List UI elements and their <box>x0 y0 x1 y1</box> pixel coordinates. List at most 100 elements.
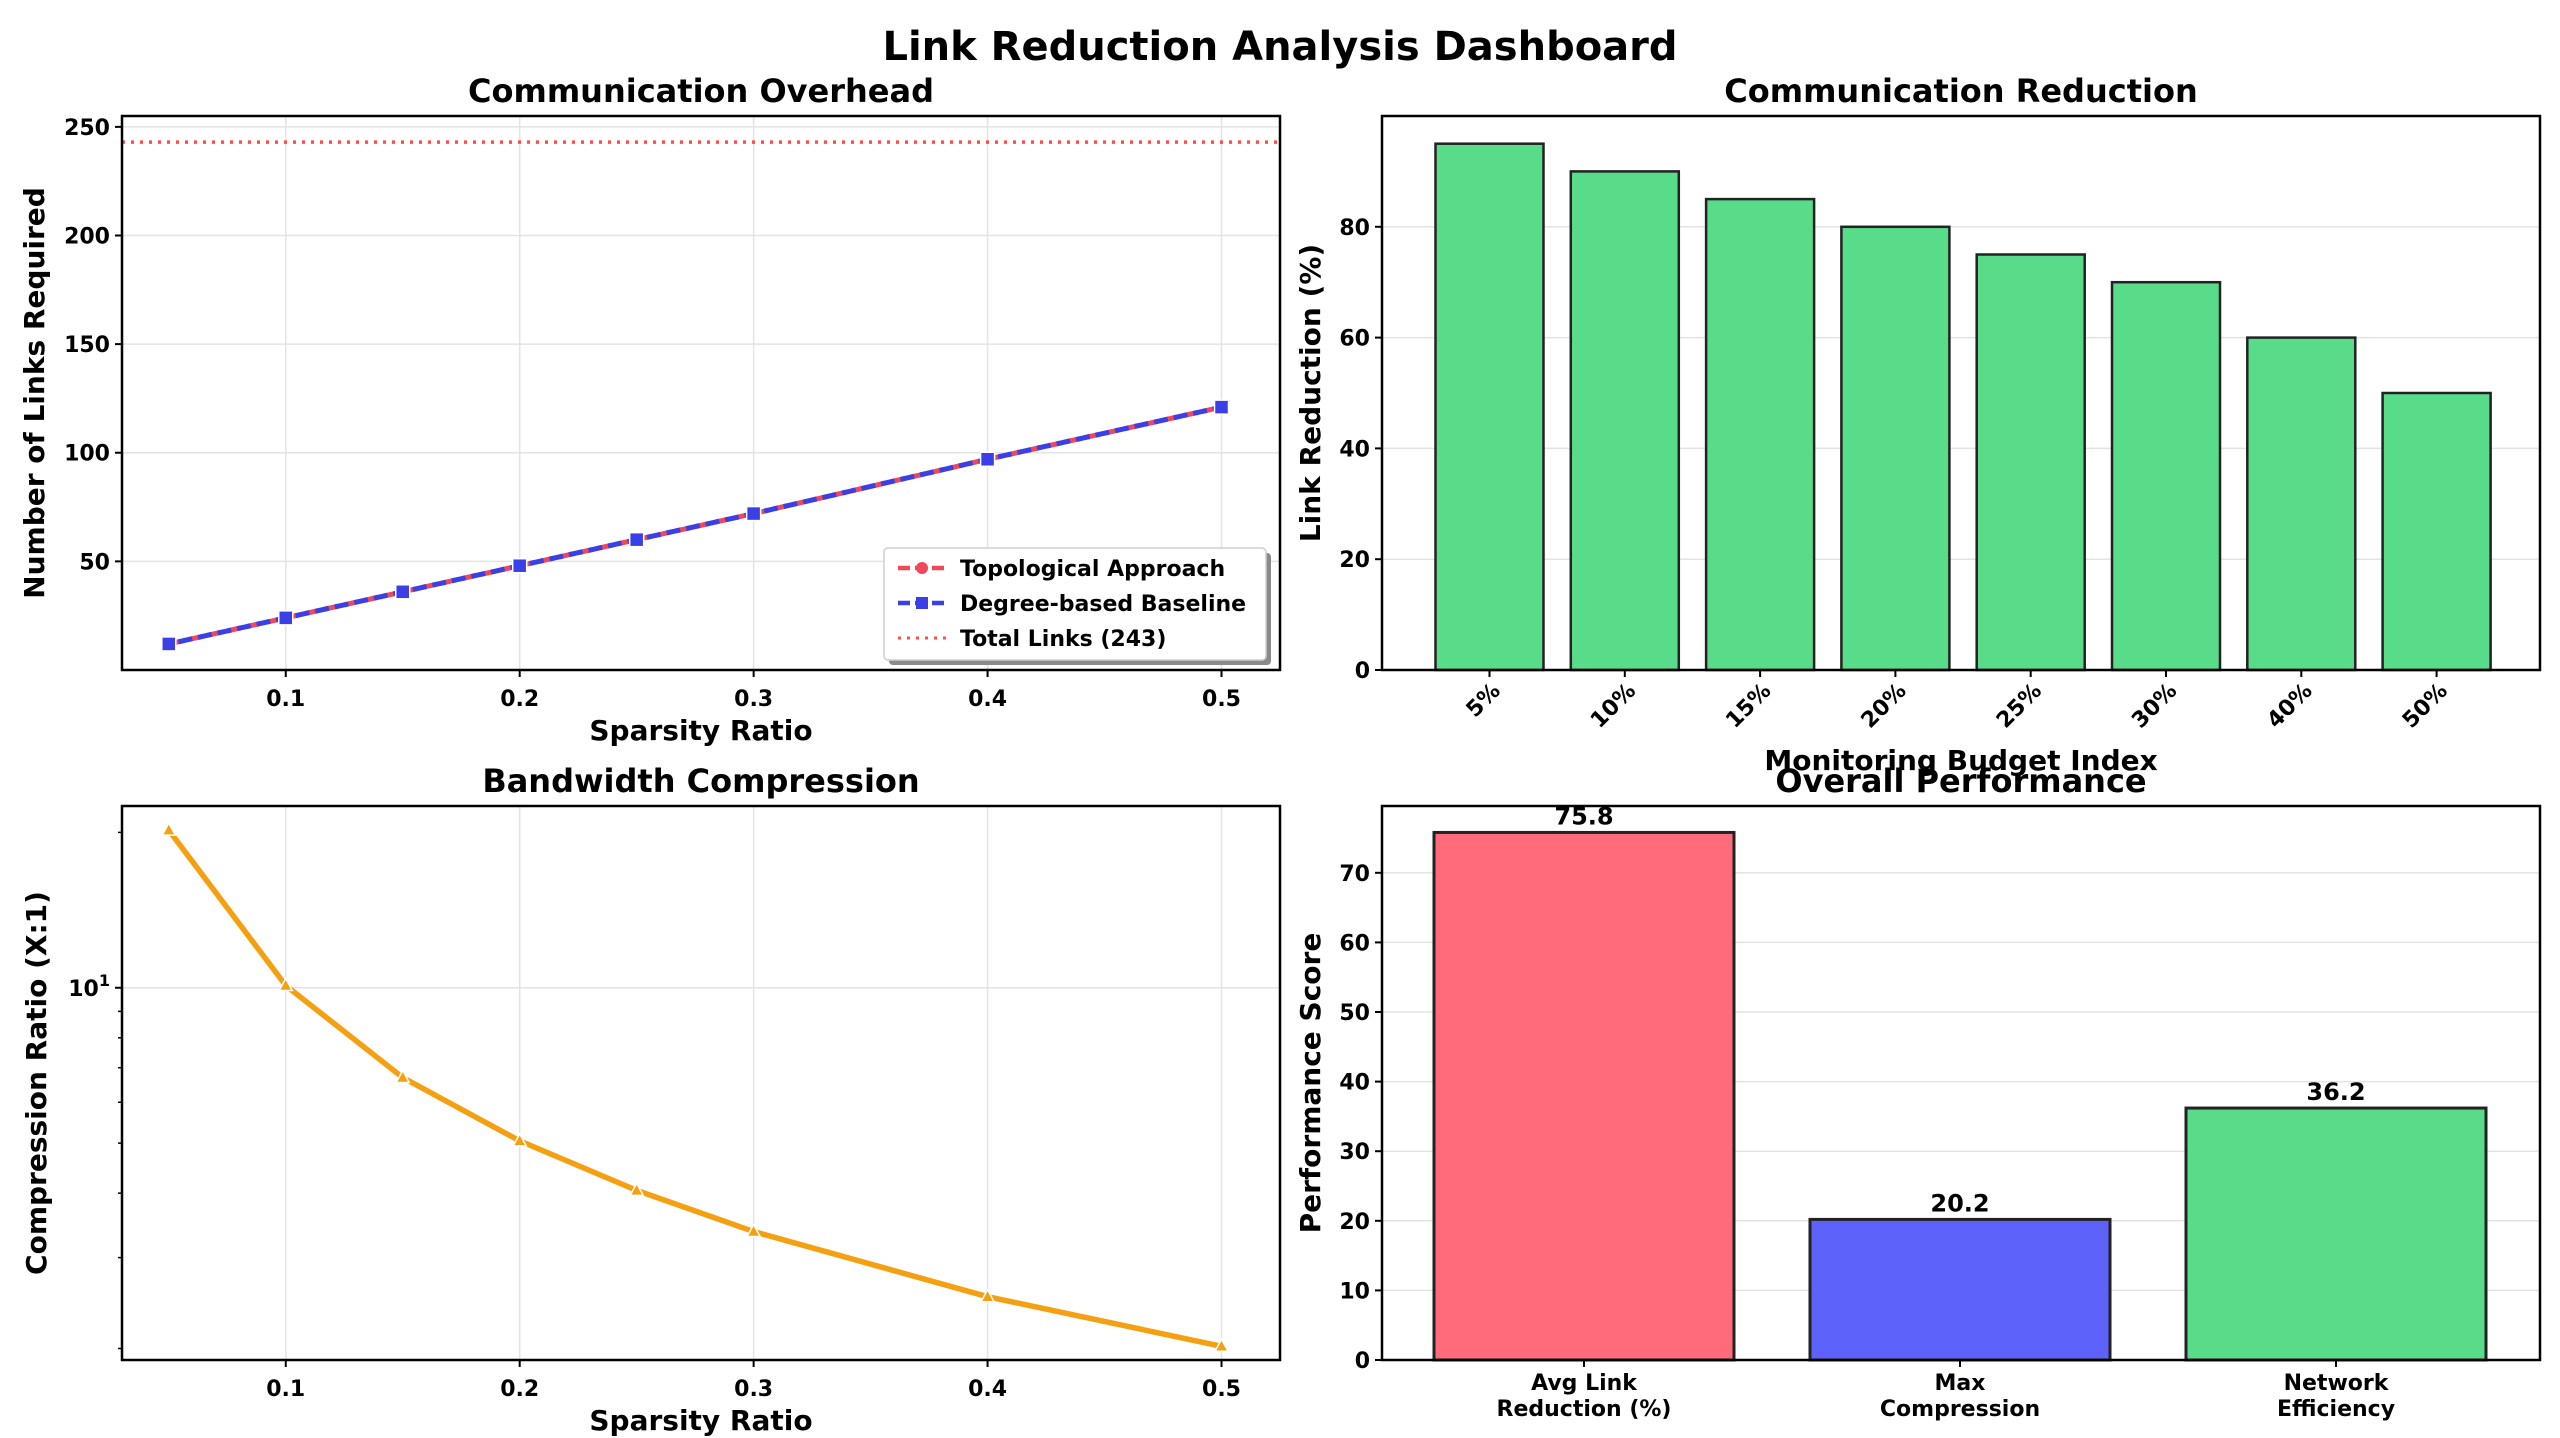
x-tick-label: 0.1 <box>266 1377 305 1402</box>
y-tick-label: 60 <box>1339 931 1370 956</box>
y-tick-label: 0 <box>1355 1349 1370 1374</box>
series-line-degree-baseline <box>168 404 1223 647</box>
bar-5pct <box>1434 142 1545 672</box>
chart-bandwidth-compression: 0.1 0.2 0.3 0.4 0.5 101 Bandwidth Compression S… <box>20 762 1282 1437</box>
x-axis-label: Monitoring Budget Index <box>1764 744 2157 777</box>
x-tick-label: 5% <box>1462 679 1506 723</box>
legend-label: Topological Approach <box>960 557 1225 582</box>
data-point-degree-baseline <box>745 505 762 522</box>
y-tick-label: 60 <box>1339 327 1370 352</box>
bar-15pct <box>1704 197 1816 672</box>
x-tick-label: 25% <box>1992 679 2047 734</box>
bar-25pct <box>1975 253 2086 672</box>
data-point-degree-baseline <box>628 531 645 548</box>
chart-communication-overhead: 0.1 0.2 0.3 0.4 0.5 50 100 150 200 250 Communicati… <box>18 72 1282 747</box>
legend-label: Total Links (243) <box>960 627 1166 652</box>
x-tick-label: 50% <box>2398 679 2453 734</box>
y-tick-label: 100 <box>64 442 110 467</box>
legend-marker <box>916 562 928 574</box>
data-point-degree-baseline <box>511 557 528 574</box>
x-tick-label: 0.5 <box>1202 1377 1241 1402</box>
x-tick-label: 15% <box>1721 679 1776 734</box>
y-axis-label: Performance Score <box>1294 933 1327 1234</box>
legend-item-degree-baseline: Degree-based Baseline <box>898 592 1246 617</box>
dashboard-title: Link Reduction Analysis Dashboard <box>882 24 1677 70</box>
data-point-degree-baseline <box>278 610 294 626</box>
y-tick-label: 40 <box>1339 437 1370 462</box>
x-tick-label-line1: Network <box>2284 1371 2390 1396</box>
y-tick-label: 101 <box>68 971 110 1002</box>
bar-value-label: 20.2 <box>1930 1189 1989 1217</box>
chart-communication-reduction: 5% 10% 15% 20% 25% 30% 40% 50% 0 20 40 60 80 Communic… <box>1294 72 2542 777</box>
bar-20pct <box>1840 225 1951 672</box>
bar-avg-link <box>1432 830 1736 1362</box>
legend: Topological Approach Degree-based Baselin… <box>883 547 1271 665</box>
y-axis-label: Number of Links Required <box>18 187 51 599</box>
legend-item-total-links: Total Links (243) <box>898 627 1166 652</box>
bar-value-label: 36.2 <box>2306 1078 2365 1106</box>
y-axis-label: Compression Ratio (X:1) <box>20 891 53 1275</box>
data-point-compression <box>1213 1337 1230 1353</box>
legend-item-topological: Topological Approach <box>898 557 1225 582</box>
x-tick-label-line2: Efficiency <box>2277 1397 2395 1422</box>
data-point-compression <box>979 1288 996 1303</box>
chart-title: Communication Reduction <box>1724 72 2197 110</box>
y-tick-label: 250 <box>64 116 110 141</box>
x-tick-label: 10% <box>1586 679 1641 734</box>
legend-box <box>883 547 1267 661</box>
x-tick-label: 0.3 <box>734 1377 773 1402</box>
data-point-degree-baseline <box>394 584 411 600</box>
bar-max <box>1808 1217 2112 1362</box>
y-tick-label: 0 <box>1355 659 1370 684</box>
x-axis-label: Sparsity Ratio <box>589 714 812 747</box>
x-axis-label: Sparsity Ratio <box>589 1404 812 1437</box>
y-tick-label: 150 <box>64 333 110 358</box>
y-tick-label: 80 <box>1339 216 1370 241</box>
x-tick-label: 0.4 <box>968 1377 1007 1402</box>
x-tick-label-line2: Reduction (%) <box>1497 1397 1672 1422</box>
plot-frame <box>120 114 1282 672</box>
series-line-compression <box>166 828 1223 1349</box>
y-tick-label: 70 <box>1339 862 1370 887</box>
x-tick-label: 40% <box>2263 679 2318 734</box>
y-tick-label: 10 <box>1339 1279 1370 1304</box>
x-tick-label-line2: Compression <box>1880 1397 2040 1422</box>
plot-frame <box>1380 114 2542 672</box>
data-point-compression <box>511 1132 528 1147</box>
data-point-degree-baseline <box>161 636 177 652</box>
bar-40pct <box>2246 336 2357 672</box>
y-tick-label: 50 <box>1339 1001 1370 1026</box>
data-point-degree-baseline <box>979 451 996 468</box>
bar-30pct <box>2110 280 2222 672</box>
data-point-compression <box>745 1222 762 1238</box>
x-tick-label: 0.4 <box>968 687 1007 712</box>
data-point-compression <box>394 1068 411 1084</box>
x-tick-label-line1: Avg Link <box>1531 1371 1638 1396</box>
x-tick-label-line1: Max <box>1935 1371 1986 1396</box>
bar-network <box>2184 1106 2488 1362</box>
legend-label: Degree-based Baseline <box>960 592 1246 617</box>
x-tick-label: 20% <box>1857 679 1912 734</box>
plot-frame <box>120 804 1282 1362</box>
legend-marker <box>916 597 928 609</box>
bar-10pct <box>1569 170 1681 672</box>
data-point-compression <box>628 1181 645 1197</box>
x-tick-label: 30% <box>2127 679 2182 734</box>
y-tick-label: 200 <box>64 224 110 249</box>
y-tick-label: 50 <box>79 550 110 575</box>
y-tick-label: 40 <box>1339 1071 1370 1096</box>
chart-title: Overall Performance <box>1775 762 2146 800</box>
x-tick-label: 0.1 <box>266 687 305 712</box>
chart-title: Communication Overhead <box>468 72 934 110</box>
y-tick-label: 20 <box>1339 548 1370 573</box>
bar-50pct <box>2381 391 2492 672</box>
x-tick-label: 0.5 <box>1202 687 1241 712</box>
data-point-compression <box>277 976 294 992</box>
y-tick-label: 20 <box>1339 1210 1370 1235</box>
data-point-degree-baseline <box>1213 399 1230 415</box>
x-tick-label: 0.3 <box>734 687 773 712</box>
y-axis-label: Link Reduction (%) <box>1294 244 1327 542</box>
chart-title: Bandwidth Compression <box>482 762 919 800</box>
y-tick-label: 30 <box>1339 1140 1370 1165</box>
